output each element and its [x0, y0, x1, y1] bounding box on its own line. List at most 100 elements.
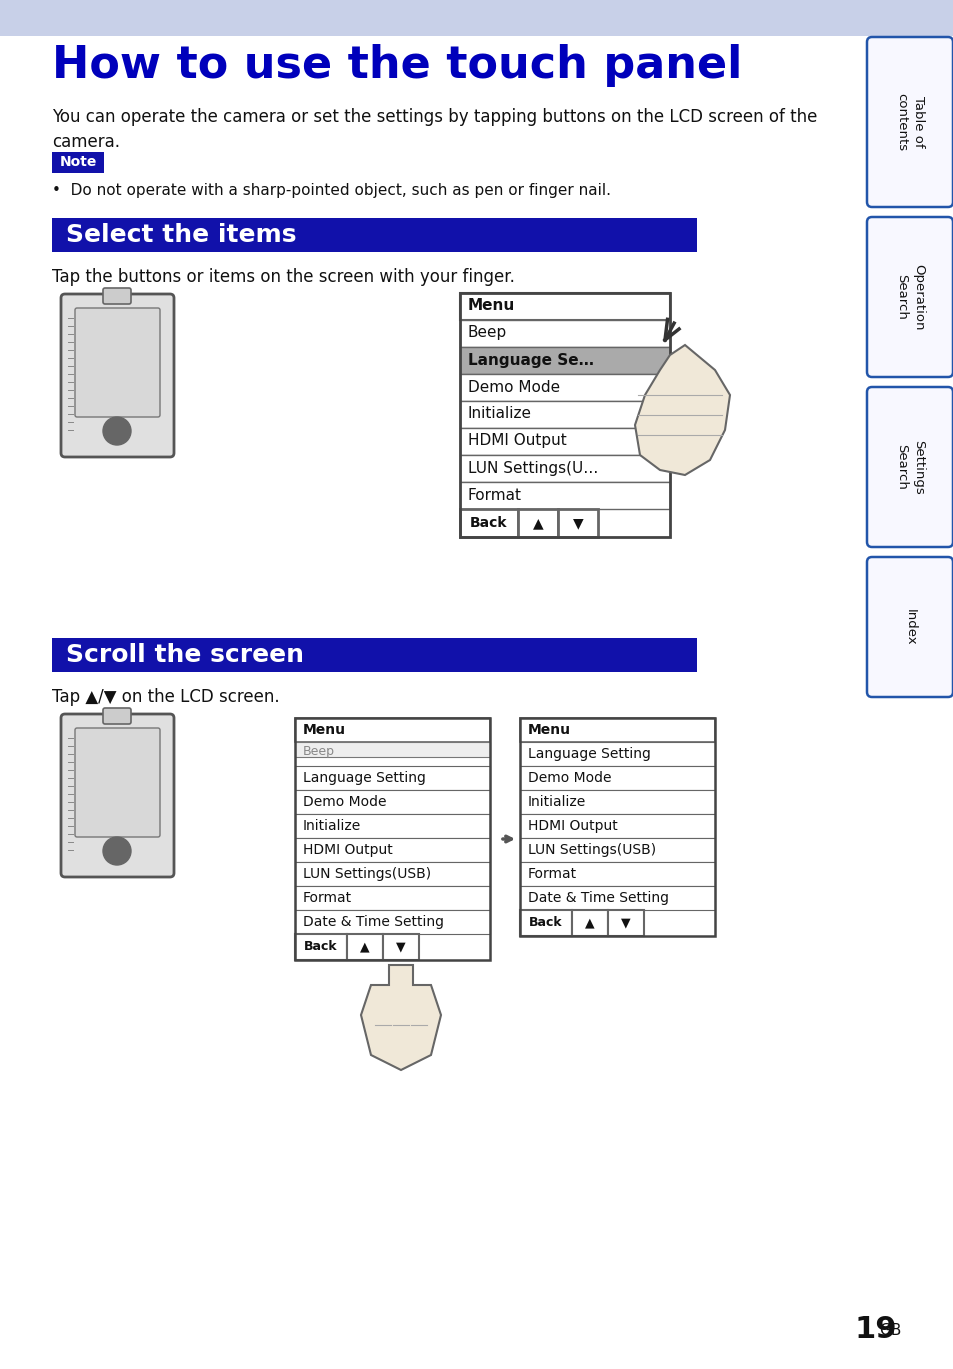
- Text: Format: Format: [303, 891, 352, 905]
- Text: LUN Settings(USB): LUN Settings(USB): [527, 843, 656, 857]
- Text: Menu: Menu: [527, 723, 571, 737]
- Text: ▲: ▲: [584, 916, 594, 930]
- Text: Demo Mode: Demo Mode: [468, 379, 559, 394]
- Bar: [519, 742, 714, 767]
- Bar: [607, 910, 643, 936]
- Text: Note: Note: [59, 155, 96, 168]
- Bar: [294, 742, 490, 757]
- Bar: [459, 401, 669, 428]
- Circle shape: [103, 836, 131, 865]
- Bar: [0, 0, 953, 36]
- FancyBboxPatch shape: [866, 218, 952, 376]
- Text: Operation
Search: Operation Search: [894, 264, 924, 330]
- Circle shape: [107, 422, 127, 441]
- Bar: [294, 767, 490, 790]
- FancyBboxPatch shape: [75, 308, 160, 418]
- Text: Back: Back: [470, 516, 507, 530]
- Bar: [519, 862, 714, 886]
- Text: HDMI Output: HDMI Output: [303, 843, 393, 857]
- Text: Table of
contents: Table of contents: [894, 93, 924, 151]
- Bar: [52, 218, 697, 252]
- Bar: [517, 509, 558, 537]
- Bar: [519, 815, 714, 838]
- Text: You can operate the camera or set the settings by tapping buttons on the LCD scr: You can operate the camera or set the se…: [52, 108, 817, 151]
- Circle shape: [107, 841, 127, 861]
- FancyBboxPatch shape: [866, 387, 952, 548]
- Bar: [459, 320, 669, 346]
- Text: ▲: ▲: [360, 941, 370, 953]
- Text: HDMI Output: HDMI Output: [468, 434, 566, 449]
- Circle shape: [111, 845, 123, 857]
- Text: LUN Settings(USB): LUN Settings(USB): [303, 867, 431, 882]
- Text: Index: Index: [902, 609, 916, 645]
- Bar: [519, 767, 714, 790]
- FancyBboxPatch shape: [866, 557, 952, 697]
- Bar: [519, 910, 572, 936]
- Text: Back: Back: [304, 941, 337, 953]
- Bar: [294, 910, 490, 934]
- Text: Date & Time Setting: Date & Time Setting: [303, 914, 443, 930]
- Text: Initialize: Initialize: [468, 407, 532, 422]
- Text: Initialize: Initialize: [527, 795, 586, 809]
- Text: ▲: ▲: [532, 516, 543, 530]
- Text: Language Setting: Language Setting: [303, 771, 425, 784]
- Bar: [459, 428, 669, 455]
- Bar: [294, 815, 490, 838]
- Bar: [519, 717, 714, 742]
- Text: Demo Mode: Demo Mode: [303, 795, 386, 809]
- Text: Menu: Menu: [468, 298, 515, 314]
- Text: Scroll the screen: Scroll the screen: [66, 643, 304, 667]
- Text: Demo Mode: Demo Mode: [527, 771, 611, 784]
- Bar: [52, 638, 697, 672]
- Bar: [294, 790, 490, 815]
- Bar: [459, 293, 669, 320]
- Bar: [459, 482, 669, 509]
- FancyBboxPatch shape: [103, 287, 131, 304]
- Text: ▼: ▼: [395, 941, 405, 953]
- FancyBboxPatch shape: [866, 37, 952, 207]
- Text: Back: Back: [529, 916, 562, 930]
- Circle shape: [113, 847, 120, 854]
- Text: Beep: Beep: [468, 326, 507, 341]
- Bar: [459, 509, 517, 537]
- Bar: [52, 152, 104, 172]
- Polygon shape: [360, 965, 440, 1071]
- Text: 19: 19: [854, 1316, 897, 1344]
- Bar: [459, 346, 669, 374]
- FancyBboxPatch shape: [61, 715, 173, 878]
- Bar: [347, 934, 382, 960]
- FancyBboxPatch shape: [61, 294, 173, 457]
- Bar: [294, 717, 490, 742]
- FancyBboxPatch shape: [75, 728, 160, 836]
- Text: Format: Format: [468, 487, 521, 502]
- Text: Beep: Beep: [303, 745, 335, 758]
- Text: Initialize: Initialize: [303, 819, 361, 832]
- Bar: [459, 293, 669, 537]
- Text: Select the items: Select the items: [66, 223, 296, 246]
- Bar: [519, 790, 714, 815]
- Bar: [519, 886, 714, 910]
- Circle shape: [113, 428, 120, 434]
- Text: Language Setting: Language Setting: [527, 747, 650, 761]
- Bar: [294, 717, 490, 960]
- Bar: [294, 886, 490, 910]
- Bar: [459, 455, 669, 482]
- FancyBboxPatch shape: [103, 708, 131, 724]
- Text: ▼: ▼: [620, 916, 630, 930]
- Bar: [558, 509, 598, 537]
- Text: Tap ▲/▼ on the LCD screen.: Tap ▲/▼ on the LCD screen.: [52, 689, 279, 706]
- Text: Date & Time Setting: Date & Time Setting: [527, 891, 668, 905]
- Bar: [519, 717, 714, 936]
- Bar: [294, 934, 347, 960]
- Text: How to use the touch panel: How to use the touch panel: [52, 44, 741, 88]
- Text: ▼: ▼: [572, 516, 582, 530]
- Text: Tap the buttons or items on the screen with your finger.: Tap the buttons or items on the screen w…: [52, 268, 515, 286]
- Polygon shape: [635, 345, 729, 475]
- Bar: [572, 910, 607, 936]
- Text: Format: Format: [527, 867, 577, 882]
- Bar: [459, 374, 669, 401]
- Text: LUN Settings(U…: LUN Settings(U…: [468, 460, 598, 475]
- Text: HDMI Output: HDMI Output: [527, 819, 618, 832]
- Text: GB: GB: [878, 1322, 901, 1338]
- Text: •  Do not operate with a sharp-pointed object, such as pen or finger nail.: • Do not operate with a sharp-pointed ob…: [52, 183, 610, 199]
